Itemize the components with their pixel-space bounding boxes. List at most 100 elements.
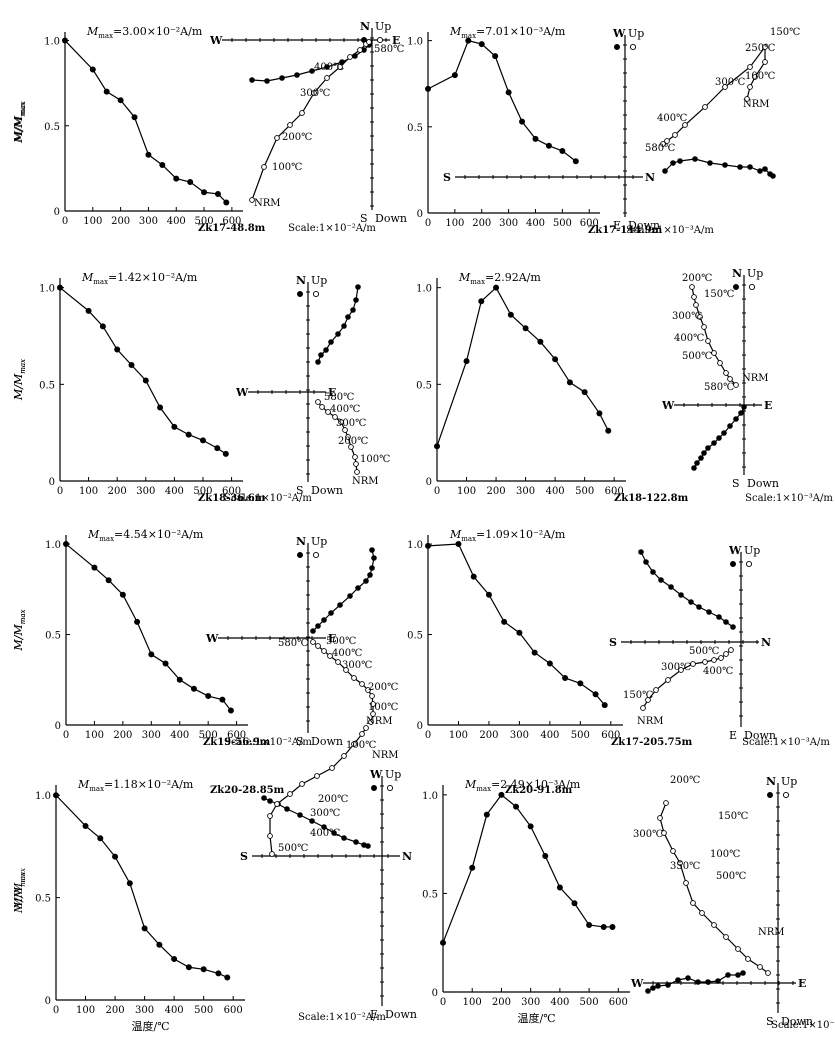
x-tick-label: 400 bbox=[550, 997, 569, 1008]
zij-horizontal-point bbox=[371, 555, 377, 561]
zij-horizontal-point bbox=[309, 68, 315, 74]
zij-legend-open bbox=[782, 791, 790, 799]
zij-axis-left: W bbox=[209, 34, 223, 47]
zij-vertical-point bbox=[677, 860, 683, 866]
data-point bbox=[199, 437, 206, 444]
zij-vertical-point bbox=[690, 900, 696, 906]
zij-horizontal-point bbox=[328, 610, 334, 616]
data-point bbox=[190, 685, 197, 692]
zij-axis-top2: Up bbox=[628, 27, 644, 40]
data-point bbox=[126, 880, 133, 887]
zij-horizontal-point bbox=[345, 314, 351, 320]
zij-horizontal-point bbox=[337, 602, 343, 608]
zij-step-label: 500℃ bbox=[682, 351, 712, 362]
zij-vertical-point bbox=[727, 376, 733, 382]
zij-horizontal-point bbox=[315, 623, 321, 629]
y-tick-label: 1.0 bbox=[422, 791, 438, 802]
zij-horizontal-point bbox=[297, 812, 303, 818]
x-tick-label: 200 bbox=[487, 486, 506, 497]
series-line bbox=[59, 287, 227, 455]
zij-vertical-point bbox=[765, 970, 771, 976]
zij-legend-filled bbox=[370, 785, 377, 792]
data-point bbox=[469, 864, 476, 871]
zij-axis-left: W bbox=[661, 399, 675, 412]
zij-step-label: 150℃ bbox=[718, 811, 748, 822]
zij-vertical-point bbox=[701, 324, 707, 330]
zijderveld-diagram: W Up S N E Down 500℃ 300℃ 400℃ 150℃ NRM Scale:1×10⁻… bbox=[609, 544, 830, 748]
zij-axis-right: E bbox=[328, 386, 336, 399]
zij-vertical-point bbox=[325, 409, 331, 415]
zij-horizontal-point bbox=[638, 549, 644, 555]
sample-id: Zk20-28.85m bbox=[210, 785, 285, 796]
data-point bbox=[156, 941, 163, 948]
x-tick-label: 100 bbox=[445, 218, 464, 229]
x-tick-label: 600 bbox=[224, 1005, 243, 1016]
zij-axis-bottom2: Down bbox=[747, 477, 779, 490]
x-tick-label: 200 bbox=[113, 730, 132, 741]
mmax-label: Mmax=4.54×10⁻²A/m bbox=[87, 528, 204, 543]
zij-scale: Scale:1×10⁻²A/m bbox=[224, 493, 312, 504]
x-tick-label: 0 bbox=[53, 1005, 59, 1016]
data-point bbox=[470, 573, 477, 580]
zij-step-label: 400℃ bbox=[310, 828, 340, 839]
sample-id: Zk17-144.9m bbox=[588, 225, 663, 236]
data-point bbox=[185, 964, 192, 971]
data-point bbox=[465, 37, 472, 44]
data-point bbox=[89, 66, 96, 73]
x-tick-label: 100 bbox=[83, 216, 102, 227]
zij-step-label: 100℃ bbox=[272, 162, 302, 173]
zij-horizontal-point bbox=[685, 975, 691, 981]
data-point bbox=[91, 564, 98, 571]
zij-vertical-point bbox=[337, 64, 343, 70]
x-tick-label: 500 bbox=[575, 486, 594, 497]
zij-axis-bottom: S bbox=[296, 735, 304, 748]
zij-vertical-point bbox=[299, 110, 305, 116]
data-point bbox=[581, 389, 588, 396]
zij-step-label: NRM bbox=[372, 750, 399, 761]
zij-horizontal-point bbox=[762, 166, 768, 172]
x-tick-label: 300 bbox=[142, 730, 161, 741]
zij-axis-bottom2: Down bbox=[375, 212, 407, 225]
sample-id: Zk20-91.8m bbox=[505, 785, 573, 796]
x-tick-label: 300 bbox=[510, 730, 529, 741]
zij-step-label: 580℃ bbox=[374, 44, 404, 55]
y-tick-label: 0 bbox=[417, 721, 423, 732]
sample-id: Zk17-48.8m bbox=[198, 223, 266, 234]
zij-vertical-point bbox=[369, 693, 375, 699]
zij-axis-top: N bbox=[360, 20, 370, 33]
y-axis-label: M/Mmax bbox=[12, 101, 27, 143]
zij-step-label: 580℃ bbox=[645, 143, 675, 154]
zij-axis-top: W bbox=[612, 27, 626, 40]
series-line bbox=[65, 543, 232, 711]
data-point bbox=[609, 923, 616, 930]
x-tick-label: 500 bbox=[199, 730, 218, 741]
y-tick-label: 0.5 bbox=[35, 894, 51, 905]
zij-vertical-point bbox=[672, 132, 678, 138]
zij-scale: Scale:1×10⁻³A/m bbox=[742, 737, 830, 748]
zij-vertical-point bbox=[640, 705, 646, 711]
data-point bbox=[556, 884, 563, 891]
zij-step-label: 150℃ bbox=[770, 27, 800, 38]
zij-vertical-point bbox=[342, 427, 348, 433]
data-point bbox=[145, 151, 152, 158]
zij-axis-top: N bbox=[732, 267, 742, 280]
zijderveld-diagram: N Up W E S Down NRM 100℃ 200℃ 300℃ 400℃ 580℃ Scale:1… bbox=[209, 20, 407, 234]
y-axis-label: M/Mmax bbox=[12, 609, 27, 651]
zij-horizontal-point bbox=[707, 160, 713, 166]
zij-vertical-point bbox=[733, 382, 739, 388]
x-tick-label: 100 bbox=[79, 486, 98, 497]
x-tick-label: 600 bbox=[605, 486, 624, 497]
zij-axis-bottom: E bbox=[370, 1008, 378, 1021]
zij-step-label: 300℃ bbox=[661, 662, 691, 673]
x-tick-label: 400 bbox=[546, 486, 565, 497]
data-point bbox=[128, 361, 135, 368]
data-point bbox=[223, 199, 230, 206]
zij-horizontal-point bbox=[738, 410, 744, 416]
zij-horizontal-point bbox=[723, 619, 729, 625]
zij-vertical-point bbox=[287, 791, 293, 797]
zij-vertical-point bbox=[728, 647, 734, 653]
data-point bbox=[571, 900, 578, 907]
data-point bbox=[214, 445, 221, 452]
